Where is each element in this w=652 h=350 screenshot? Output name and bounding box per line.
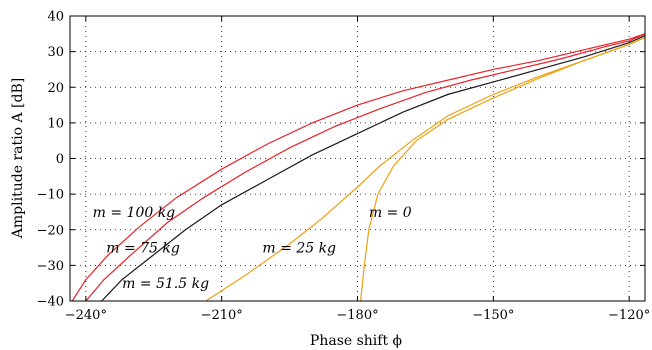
y-tick-label: −40 [37,295,64,310]
ticks: −240° −210° −180° −150° −120° −40 −30 −20 −10 0 10… [37,10,651,324]
series-line-2 [101,35,645,301]
x-tick-label: −150° [472,308,514,323]
series-line-1 [85,33,645,301]
series-annotation: m = 51.5 kg [122,276,209,292]
x-tick-label: −240° [65,308,107,323]
annotations: m = 100 kg m = 75 kg m = 51.5 kg m = 25 kg m… [93,205,412,292]
y-tick-label: 10 [47,116,64,131]
x-tick-label: −180° [336,308,378,323]
series-annotation: m = 0 [369,205,412,221]
series-group [71,33,645,301]
y-tick-label: 0 [56,152,64,167]
y-tick-label: −10 [37,188,64,203]
y-axis-label: Amplitude ratio A [dB] [10,78,26,239]
series-annotation: m = 100 kg [93,205,176,221]
x-tick-label: −120° [608,308,650,323]
y-tick-label: 40 [47,10,64,25]
x-axis-label: Phase shift ϕ [310,333,402,349]
y-tick-label: 30 [47,45,64,60]
y-tick-label: 20 [47,81,64,96]
series-annotation: m = 75 kg [106,241,180,257]
x-tick-label: −210° [201,308,243,323]
y-tick-label: −20 [37,223,64,238]
series-line-3 [205,36,645,301]
series-annotation: m = 25 kg [262,241,336,257]
series-line-0 [71,33,645,301]
y-tick-label: −30 [37,259,64,274]
series-line-4 [360,36,645,301]
